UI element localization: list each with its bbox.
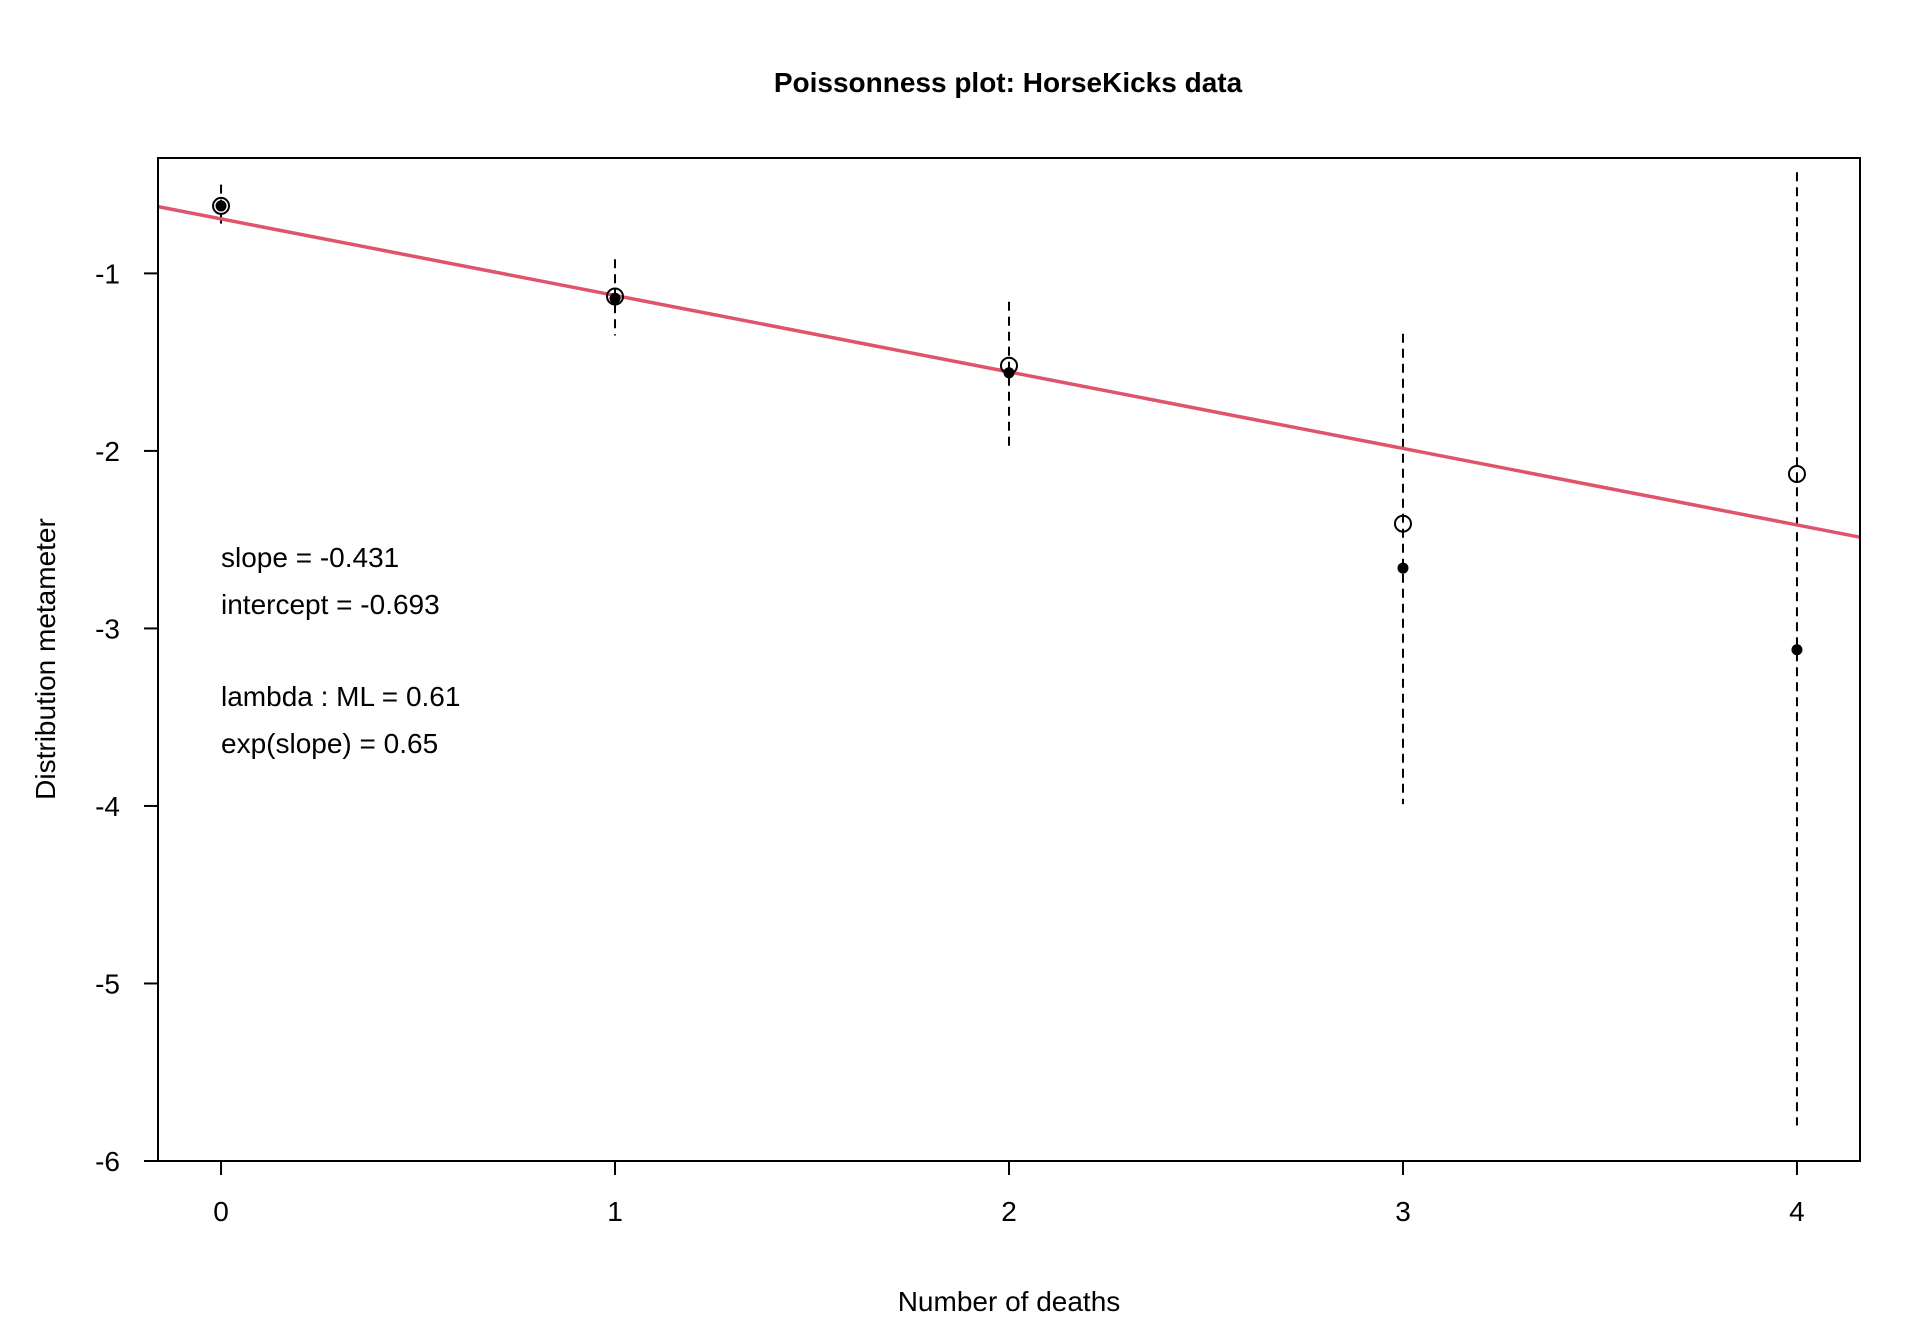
chart-title: Poissonness plot: HorseKicks data (774, 67, 1243, 98)
x-tick-label-2: 2 (1001, 1196, 1017, 1227)
confidence-intervals (220, 172, 1798, 1126)
filled-point-4 (1791, 644, 1803, 656)
plot-contents (159, 172, 1859, 1126)
x-tick-label-3: 3 (1395, 1196, 1411, 1227)
x-axis-label: Number of deaths (898, 1286, 1121, 1317)
annotation-slope: slope = -0.431 (221, 542, 399, 573)
open-point-1 (606, 287, 625, 306)
filled-point-0 (215, 200, 227, 212)
open-point-0 (212, 196, 231, 215)
y-tick-label-1: -2 (95, 436, 120, 467)
x-tick-label-0: 0 (213, 1196, 229, 1227)
annotation-intercept: intercept = -0.693 (221, 589, 440, 620)
y-tick-label-2: -3 (95, 613, 120, 644)
data-points (212, 196, 1806, 656)
fit-annotations: slope = -0.431 intercept = -0.693 lambda… (221, 542, 460, 759)
y-tick-label-5: -6 (95, 1146, 120, 1177)
y-tick-label-3: -4 (95, 791, 120, 822)
y-tick-label-0: -1 (95, 258, 120, 289)
x-tick-label-1: 1 (607, 1196, 623, 1227)
filled-point-1 (609, 292, 621, 304)
open-point-3 (1393, 514, 1412, 533)
y-tick-label-4: -5 (95, 968, 120, 999)
filled-point-3 (1397, 562, 1409, 574)
annotation-lambda: lambda : ML = 0.61 (221, 681, 460, 712)
y-axis: -1 -2 -3 -4 -5 -6 (95, 258, 159, 1177)
x-axis: 0 1 2 3 4 (213, 1160, 1805, 1227)
annotation-exp-slope: exp(slope) = 0.65 (221, 728, 438, 759)
filled-point-2 (1003, 367, 1015, 379)
x-tick-label-4: 4 (1789, 1196, 1805, 1227)
y-axis-label: Distribution metameter (30, 518, 61, 800)
open-point-4 (1787, 464, 1806, 483)
